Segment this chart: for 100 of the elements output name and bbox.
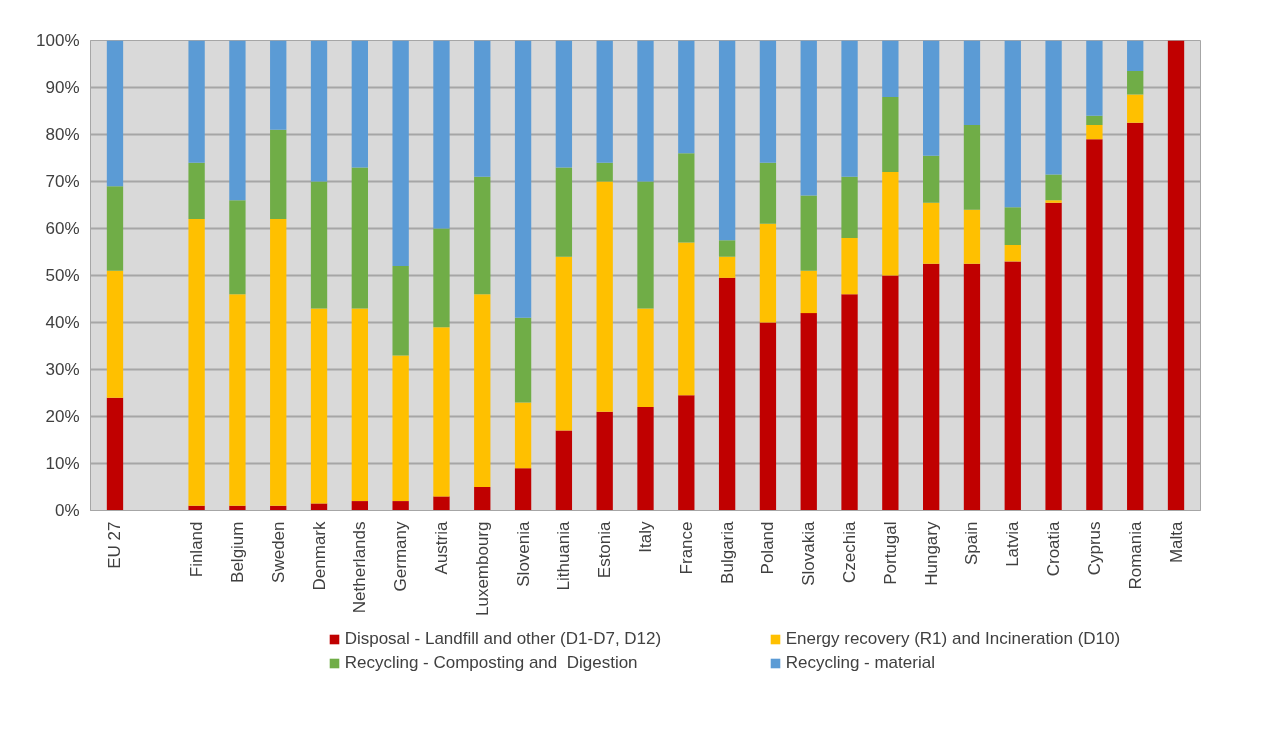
- legend-label: Disposal - Landfill and other (D1-D7, D12): [344, 629, 663, 649]
- x-tick-label: Germany: [391, 521, 411, 592]
- bar: [433, 40, 450, 229]
- bar: [1086, 115, 1103, 126]
- legend-label: Energy recovery (R1) and Incineration (D10): [785, 629, 1122, 649]
- bar: [1167, 40, 1185, 511]
- bar: [188, 219, 205, 506]
- bar: [882, 96, 899, 173]
- bar: [392, 501, 409, 511]
- y-tick-label: 40%: [45, 313, 80, 332]
- bar: [637, 181, 654, 309]
- bar: [514, 468, 532, 511]
- bar: [1045, 200, 1062, 203]
- x-tick-label: Croatia: [1044, 520, 1064, 577]
- bar: [841, 294, 858, 511]
- x-tick-label: France: [676, 521, 696, 575]
- bar: [229, 40, 246, 201]
- bar: [474, 487, 491, 511]
- bar: [106, 397, 124, 511]
- x-tick-label: Slovenia: [513, 520, 533, 587]
- bar: [963, 263, 981, 511]
- x-tick-label: Romania: [1125, 520, 1145, 590]
- bar: [229, 294, 246, 506]
- bar: [433, 496, 450, 511]
- bar: [923, 155, 940, 203]
- bar: [718, 40, 736, 241]
- bar: [841, 40, 858, 177]
- bar: [678, 395, 695, 511]
- bar: [106, 186, 124, 271]
- bar: [188, 40, 205, 163]
- bar: [718, 277, 736, 511]
- bar: [1045, 202, 1062, 511]
- bar: [596, 411, 613, 511]
- bar: [678, 153, 695, 243]
- bar: [474, 40, 491, 177]
- bar: [310, 181, 328, 309]
- bar: [392, 355, 409, 502]
- bar: [1004, 207, 1021, 245]
- bar: [555, 167, 573, 257]
- bar: [759, 162, 777, 224]
- x-tick-label: Denmark: [309, 521, 329, 591]
- bar: [351, 501, 368, 511]
- x-tick-label: EU 27: [105, 521, 125, 569]
- bar: [555, 40, 573, 168]
- bar: [270, 40, 287, 130]
- bar: [1004, 40, 1021, 208]
- bar: [433, 327, 450, 497]
- x-tick-label: Cyprus: [1084, 521, 1104, 576]
- bar: [596, 162, 613, 182]
- bar: [882, 40, 899, 97]
- bar: [310, 40, 328, 182]
- bar: [800, 313, 817, 511]
- bar: [963, 125, 981, 210]
- x-tick-label: Bulgaria: [717, 520, 737, 584]
- x-tick-label: Sweden: [268, 521, 288, 583]
- y-tick-label: 30%: [45, 360, 80, 379]
- bar: [759, 223, 777, 323]
- x-tick-label: Lithuania: [554, 520, 574, 591]
- bar: [106, 40, 124, 187]
- bar: [106, 270, 124, 398]
- bar: [514, 317, 532, 403]
- bar: [963, 209, 981, 264]
- bar: [882, 172, 899, 276]
- x-tick-label: Poland: [758, 521, 778, 575]
- bar: [1127, 94, 1144, 123]
- bar: [963, 40, 981, 126]
- y-tick-label: 50%: [45, 266, 80, 285]
- y-tick-label: 0%: [54, 501, 80, 520]
- bar: [759, 40, 777, 163]
- bar: [229, 200, 246, 295]
- bar: [188, 162, 205, 220]
- bar: [1086, 139, 1103, 511]
- y-tick-label: 90%: [45, 78, 80, 97]
- bar: [433, 228, 450, 328]
- bar: [637, 40, 654, 182]
- x-tick-label: Hungary: [921, 521, 941, 586]
- bar: [474, 294, 491, 487]
- legend-label: Recycling - material: [785, 653, 936, 673]
- x-tick-label: Czechia: [840, 520, 860, 583]
- bar: [637, 407, 654, 511]
- bar: [718, 240, 736, 257]
- y-tick-label: 80%: [45, 125, 80, 144]
- y-tick-label: 60%: [45, 219, 80, 238]
- bar: [596, 181, 613, 412]
- bar: [555, 430, 573, 511]
- bar: [678, 40, 695, 154]
- bar: [841, 176, 858, 238]
- bar: [310, 503, 328, 511]
- y-tick-label: 20%: [45, 407, 80, 426]
- bar: [759, 322, 777, 511]
- bar: [882, 275, 899, 511]
- bar: [1045, 174, 1062, 201]
- bar: [841, 237, 858, 295]
- y-tick-label: 70%: [45, 172, 80, 191]
- bar: [678, 242, 695, 396]
- bar: [1127, 40, 1144, 72]
- bar: [1127, 71, 1144, 95]
- legend-label: Recycling - Composting and Digestion: [344, 653, 639, 673]
- bar: [800, 270, 817, 314]
- x-tick-label: Latvia: [1003, 520, 1023, 567]
